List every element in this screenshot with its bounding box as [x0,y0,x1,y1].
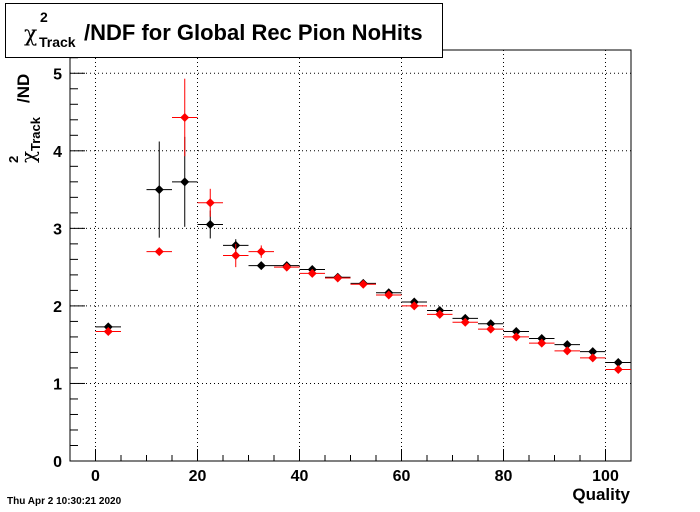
chart-title: /NDF for Global Rec Pion NoHits [84,20,423,45]
plot-frame [69,49,632,462]
data-marks [95,78,631,374]
data-point [180,112,190,122]
title-superscript: 2 [40,9,48,25]
x-axis-label: Quality [572,485,630,504]
y-tick-label: 5 [53,66,62,83]
x-tick-label: 60 [393,468,411,485]
data-point [103,326,113,336]
x-tick-label: 20 [189,468,207,485]
data-point [486,324,496,334]
data-point [231,251,241,260]
data-point [205,219,215,229]
title-subscript: Track [39,34,76,50]
x-tick-label: 0 [91,468,100,485]
data-point [613,364,623,374]
ylabel-subscript: Track [28,117,43,151]
title-chi-symbol: χ [24,22,38,47]
data-point [588,347,598,357]
y-tick-label: 1 [53,376,62,393]
data-point [256,247,266,257]
x-tick-label: 100 [592,468,619,485]
ylabel-superscript: 2 [6,155,21,163]
data-point [103,322,113,332]
x-tick-label: 80 [495,468,513,485]
data-point [511,332,521,342]
y-tick-label: 2 [53,299,62,316]
data-point [613,358,623,368]
y-tick-label: 4 [53,144,62,161]
data-point [588,353,598,363]
data-point [511,326,521,336]
data-point [154,247,164,257]
data-point [358,279,368,289]
x-tick-label: 40 [291,468,309,485]
data-point [435,309,445,319]
y-tick-label: 3 [53,221,62,238]
data-point [180,177,190,187]
data-point [537,333,547,343]
data-point [537,338,547,348]
data-point [384,290,394,300]
ylabel-text: /ND [14,73,33,103]
data-point [460,317,470,327]
y-axis-label: χ 2 Track /ND [6,55,48,165]
data-point [562,340,572,350]
data-point [486,319,496,329]
data-point [154,185,164,195]
data-point [205,198,215,208]
title-box: χ 2 Track /NDF for Global Rec Pion NoHit… [5,3,443,58]
data-point [409,301,419,311]
y-tick-label: 0 [53,454,62,471]
axes: 0 20 40 60 80 100 0 1 2 3 4 5 [53,57,632,485]
data-point [256,261,266,271]
data-point [333,273,343,283]
data-point [307,268,317,278]
data-point [282,262,292,272]
timestamp-footer: Thu Apr 2 10:30:21 2020 [7,496,122,507]
grid [70,50,631,461]
data-point [562,346,572,356]
